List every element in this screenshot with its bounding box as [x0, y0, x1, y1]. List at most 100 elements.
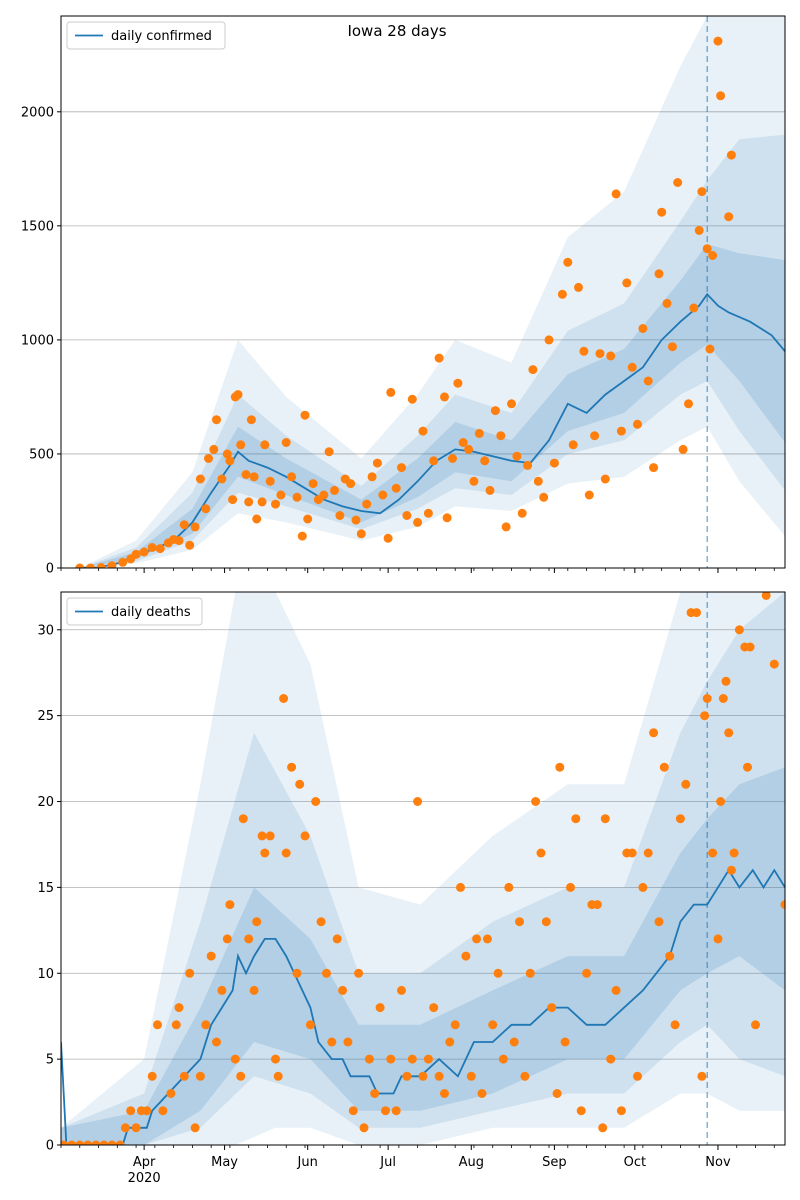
confirmed-data-point — [616, 426, 626, 436]
confirmed-data-point — [638, 324, 648, 333]
confirmed-data-point — [362, 499, 372, 509]
confirmed-data-point — [539, 492, 549, 502]
confirmed-data-point — [86, 563, 95, 568]
deaths-median-line — [61, 868, 785, 1145]
deaths-data-point — [745, 642, 755, 652]
confirmed-data-point — [673, 178, 683, 187]
confirmed-data-point — [204, 454, 213, 463]
confirmed-data-point — [544, 335, 554, 345]
confirmed-data-point — [252, 514, 262, 524]
confirmed-data-point — [563, 257, 573, 267]
deaths-x-tick-label: Apr — [133, 1155, 156, 1170]
deaths-x-tick-label: Jul — [379, 1155, 396, 1170]
confirmed-median-line — [79, 292, 785, 568]
deaths-data-point — [729, 848, 739, 858]
deaths-data-point — [547, 1003, 557, 1013]
deaths-legend-label: daily deaths — [111, 605, 191, 620]
confirmed-data-point — [600, 474, 610, 484]
deaths-data-point — [343, 1037, 353, 1047]
deaths-data-point — [780, 900, 785, 910]
deaths-data-point — [477, 1089, 487, 1098]
confirmed-data-point — [228, 495, 238, 505]
confirmed-panel: 0 500 1000 1500 2000 daily confirmed — [21, 15, 786, 577]
deaths-data-point — [190, 1123, 200, 1133]
deaths-data-point — [153, 1020, 162, 1030]
confirmed-data-point — [633, 419, 642, 429]
confirmed-data-point — [713, 36, 723, 46]
confirmed-data-point — [244, 497, 254, 507]
deaths-data-point — [107, 1140, 117, 1145]
deaths-data-point — [761, 592, 771, 600]
deaths-data-point — [434, 1071, 444, 1081]
deaths-data-point — [611, 985, 621, 995]
confirmed-data-point — [367, 472, 377, 482]
deaths-data-point — [206, 951, 216, 961]
confirmed-data-point — [378, 490, 388, 500]
deaths-band-middle — [61, 592, 785, 1145]
deaths-data-point — [225, 900, 235, 910]
deaths-data-point — [91, 1140, 101, 1145]
confirmed-data-point — [549, 458, 559, 468]
deaths-legend: daily deaths — [66, 597, 203, 626]
deaths-data-point — [407, 1054, 417, 1064]
confirmed-data-point — [434, 353, 444, 363]
deaths-data-point — [131, 1123, 141, 1133]
deaths-data-point — [295, 779, 305, 789]
deaths-data-point — [260, 848, 270, 858]
confirmed-legend-box — [66, 21, 226, 50]
confirmed-data-point — [469, 476, 479, 486]
confirmed-data-point — [442, 513, 452, 523]
deaths-data-point — [83, 1140, 93, 1145]
deaths-y-tick-label: 30 — [37, 623, 54, 638]
confirmed-data-point — [724, 212, 734, 222]
deaths-data-point — [509, 1037, 519, 1047]
confirmed-data-point — [217, 474, 227, 484]
deaths-data-point — [158, 1106, 168, 1116]
confirmed-y-tick-label: 0 — [46, 562, 54, 577]
confirmed-data-point — [225, 456, 235, 466]
deaths-data-point — [600, 814, 610, 824]
confirmed-data-point — [464, 444, 474, 454]
deaths-data-point — [195, 1071, 205, 1081]
deaths-data-point — [201, 1020, 211, 1030]
deaths-axes-frame — [60, 591, 786, 1146]
deaths-data-point — [281, 848, 291, 858]
deaths-x-tick-label: Oct — [624, 1155, 646, 1170]
confirmed-data-point — [657, 207, 667, 217]
deaths-data-point — [252, 917, 262, 927]
confirmed-data-point — [308, 479, 318, 489]
confirmed-band-inner — [79, 244, 785, 568]
confirmed-data-point — [622, 278, 632, 288]
deaths-data-point — [238, 814, 248, 824]
confirmed-data-point — [568, 440, 578, 450]
deaths-legend-box — [66, 597, 203, 626]
deaths-data-point — [713, 934, 723, 944]
confirmed-data-point — [453, 378, 463, 388]
confirmed-data-point — [507, 399, 516, 409]
confirmed-data-point — [474, 428, 484, 438]
confirmed-data-point — [705, 344, 715, 354]
deaths-data-point — [643, 848, 653, 858]
deaths-data-point — [504, 882, 514, 892]
confirmed-data-point — [716, 91, 726, 101]
deaths-data-point — [743, 762, 752, 772]
deaths-data-point — [571, 814, 581, 824]
confirmed-data-point — [201, 504, 211, 514]
deaths-data-point — [354, 968, 364, 978]
deaths-data-point — [638, 882, 648, 892]
deaths-data-point — [552, 1089, 562, 1098]
confirmed-data-point — [407, 394, 417, 404]
deaths-data-point — [147, 1071, 157, 1081]
deaths-data-point — [174, 1003, 184, 1013]
deaths-data-point — [627, 848, 637, 858]
confirmed-data-point — [533, 476, 543, 486]
deaths-data-point — [236, 1071, 246, 1081]
confirmed-data-point — [684, 399, 693, 409]
confirmed-y-tick-label: 1000 — [21, 333, 54, 348]
confirmed-data-point — [75, 563, 85, 568]
deaths-x-year-label: 2020 — [128, 1171, 161, 1186]
deaths-data-point — [734, 625, 744, 635]
confirmed-data-point — [185, 540, 195, 550]
confirmed-data-point — [174, 536, 184, 546]
confirmed-data-point — [418, 426, 428, 436]
